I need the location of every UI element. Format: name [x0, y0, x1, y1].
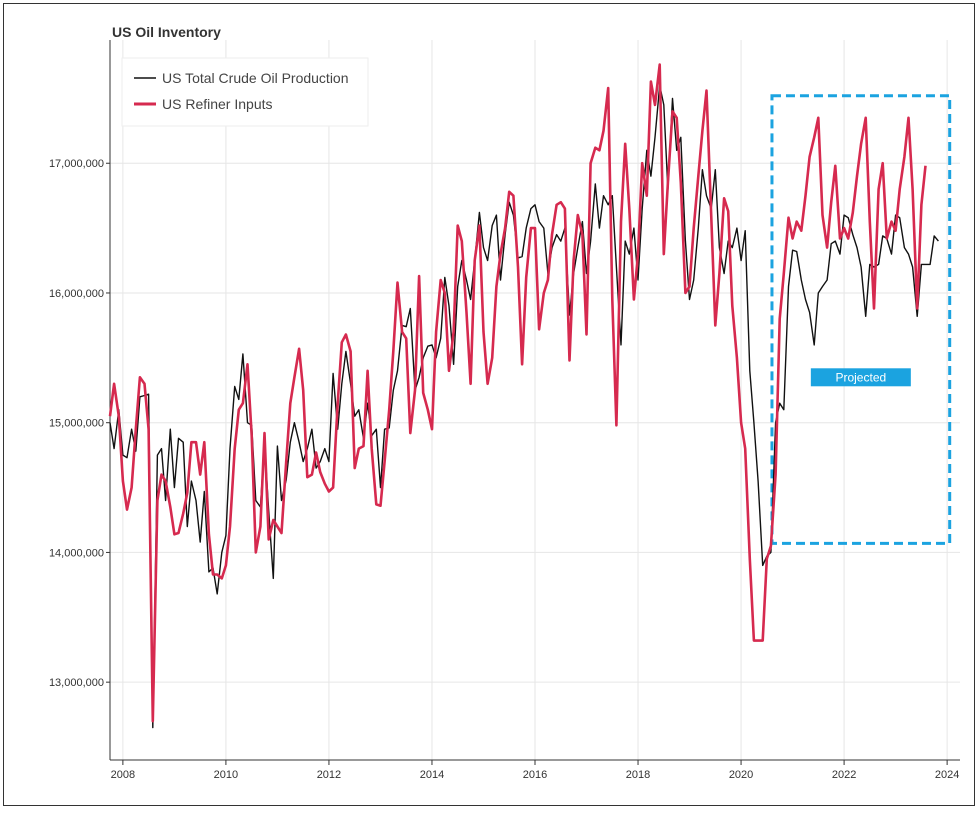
- axes: 13,000,000 14,000,000 15,000,000 16,000,000…: [49, 40, 960, 781]
- y-tick-label: 15,000,000: [49, 418, 104, 430]
- chart-title: US Oil Inventory: [112, 24, 221, 40]
- legend: US Total Crude Oil Production US Refiner …: [121, 57, 369, 127]
- series-line-crude-production: [109, 84, 939, 729]
- projected-label-background: [810, 368, 911, 387]
- x-tick-label: 2020: [729, 769, 753, 781]
- x-tick-label: 2018: [626, 769, 650, 781]
- y-tick-label: 13,000,000: [49, 677, 104, 689]
- projected-annotation: Projected: [770, 94, 952, 545]
- projected-label: Projected: [835, 370, 886, 384]
- x-tick-label: 2010: [214, 769, 238, 781]
- x-tick-label: 2008: [111, 769, 135, 781]
- grid: [110, 40, 960, 760]
- legend-label: US Refiner Inputs: [162, 96, 273, 112]
- legend-label: US Total Crude Oil Production: [162, 70, 349, 86]
- y-tick-label: 14,000,000: [49, 547, 104, 559]
- x-tick-label: 2022: [832, 769, 856, 781]
- x-tick-label: 2024: [935, 769, 959, 781]
- projected-box: [770, 94, 952, 545]
- y-tick-label: 16,000,000: [49, 288, 104, 300]
- x-tick-label: 2012: [317, 769, 341, 781]
- series-line-refiner-inputs: [108, 63, 927, 723]
- x-tick-label: 2016: [523, 769, 547, 781]
- x-tick-label: 2014: [420, 769, 444, 781]
- y-tick-label: 17,000,000: [49, 158, 104, 170]
- series-group: [108, 63, 939, 729]
- legend-box: [121, 57, 369, 127]
